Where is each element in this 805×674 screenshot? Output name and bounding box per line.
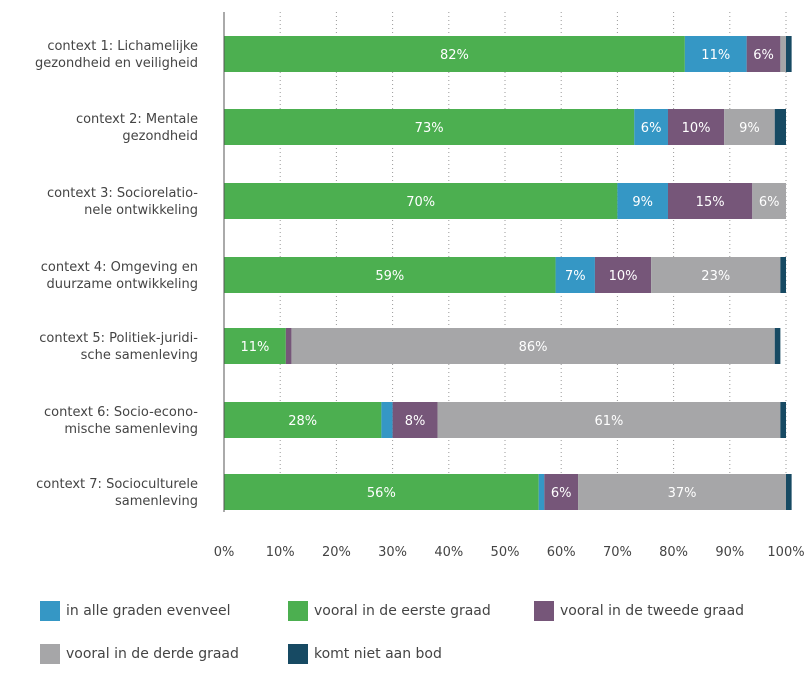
bar-segment bbox=[667, 109, 725, 145]
bar-segment bbox=[291, 328, 775, 364]
category-label-line: nele ontwikkeling bbox=[84, 203, 198, 218]
data-label: 56% bbox=[367, 486, 396, 501]
data-label: 6% bbox=[551, 486, 572, 501]
category-label-line: context 7: Socioculturele bbox=[36, 477, 198, 492]
x-tick-label: 10% bbox=[266, 545, 295, 560]
data-label: 6% bbox=[641, 121, 662, 136]
category-label-line: context 6: Socio-econo- bbox=[44, 405, 198, 420]
data-label: 86% bbox=[519, 340, 548, 355]
bar-segment bbox=[724, 109, 775, 145]
category-label: context 3: Sociorelatio-nele ontwikkelin… bbox=[47, 186, 198, 218]
data-label: 9% bbox=[632, 195, 653, 210]
category-label: context 4: Omgeving en duurzame ontwikkel… bbox=[41, 260, 198, 292]
data-label: 10% bbox=[682, 121, 711, 136]
bar-segment bbox=[786, 474, 792, 510]
bar-segment bbox=[667, 183, 753, 219]
bar-segment bbox=[774, 109, 786, 145]
data-label: 9% bbox=[739, 121, 760, 136]
bar-segment bbox=[786, 36, 792, 72]
data-label: 82% bbox=[440, 48, 469, 63]
data-label: 28% bbox=[288, 414, 317, 429]
data-label: 7% bbox=[565, 269, 586, 284]
bar-segment bbox=[538, 474, 545, 510]
x-tick-label: 30% bbox=[378, 545, 407, 560]
data-label: 59% bbox=[375, 269, 404, 284]
bar-segment bbox=[684, 36, 747, 72]
data-label: 15% bbox=[696, 195, 725, 210]
bar-segment bbox=[774, 328, 781, 364]
bars: 82% 11% 6% 73% 6% 10% 9% 70% 9% 15% 6% 59% 7% 10% 23% 1… bbox=[224, 36, 792, 510]
category-label-line: samenleving bbox=[115, 494, 198, 509]
data-label: 73% bbox=[415, 121, 444, 136]
bar-segment bbox=[752, 183, 786, 219]
bar-segment bbox=[780, 257, 786, 293]
data-label: 61% bbox=[595, 414, 624, 429]
category-label-line: context 2: Mentale bbox=[76, 112, 198, 127]
category-labels: context 1: Lichamelijke gezondheid en vei… bbox=[35, 39, 198, 509]
x-tick-label: 90% bbox=[715, 545, 744, 560]
bar-segment bbox=[634, 109, 668, 145]
data-label: 37% bbox=[668, 486, 697, 501]
data-label: 11% bbox=[240, 340, 269, 355]
x-tick-label: 60% bbox=[547, 545, 576, 560]
x-tick-label: 70% bbox=[603, 545, 632, 560]
bar-segment bbox=[746, 36, 781, 72]
bar-segment bbox=[437, 402, 781, 438]
x-tick-label: 100% bbox=[767, 545, 804, 560]
bar-segment bbox=[594, 257, 652, 293]
bar-segment bbox=[224, 183, 618, 219]
category-label-line: context 3: Sociorelatio- bbox=[47, 186, 198, 201]
category-label-line: context 1: Lichamelijke bbox=[47, 39, 198, 54]
x-tick-label: 20% bbox=[322, 545, 351, 560]
bar-segment bbox=[224, 109, 635, 145]
category-label-line: context 5: Politiek-juridi- bbox=[39, 331, 198, 346]
data-label: 6% bbox=[753, 48, 774, 63]
bar-segment bbox=[780, 36, 786, 72]
category-label-line: sche samenleving bbox=[81, 348, 198, 363]
bar-segment bbox=[544, 474, 579, 510]
bar-segment bbox=[224, 257, 556, 293]
category-label: context 7: Socioculturele samenleving bbox=[36, 477, 198, 509]
bar-segment bbox=[651, 257, 781, 293]
data-label: 11% bbox=[701, 48, 730, 63]
category-label: context 5: Politiek-juridi-sche samenlev… bbox=[39, 331, 198, 363]
data-label: 23% bbox=[701, 269, 730, 284]
category-label: context 2: Mentale gezondheid bbox=[76, 112, 198, 144]
bar-segment bbox=[381, 402, 393, 438]
x-tick-label: 0% bbox=[214, 545, 235, 560]
bar-segment bbox=[392, 402, 438, 438]
x-tick-label: 40% bbox=[434, 545, 463, 560]
category-label-line: duurzame ontwikkeling bbox=[47, 277, 199, 292]
category-label-line: gezondheid bbox=[122, 129, 198, 144]
data-label: 8% bbox=[405, 414, 426, 429]
bar-segment bbox=[224, 328, 286, 364]
category-label: context 1: Lichamelijke gezondheid en vei… bbox=[35, 39, 198, 71]
bar-segment bbox=[555, 257, 595, 293]
category-label: context 6: Socio-econo-mische samenlevin… bbox=[44, 405, 198, 437]
bar-segment bbox=[780, 402, 786, 438]
data-label: 70% bbox=[406, 195, 435, 210]
data-label: 10% bbox=[609, 269, 638, 284]
category-label-line: context 4: Omgeving en bbox=[41, 260, 198, 275]
category-label-line: gezondheid en veiligheid bbox=[35, 56, 198, 71]
bar-segment bbox=[224, 474, 539, 510]
x-tick-label: 80% bbox=[659, 545, 688, 560]
x-axis-ticks: 0% 10% 20% 30% 40% 50% 60% 70% 80% 90% 100% bbox=[214, 545, 805, 560]
bar-segment bbox=[224, 402, 382, 438]
x-tick-label: 50% bbox=[491, 545, 520, 560]
data-label: 6% bbox=[759, 195, 780, 210]
bar-segment bbox=[578, 474, 786, 510]
bar-segment bbox=[285, 328, 292, 364]
bar-segment bbox=[224, 36, 685, 72]
category-label-line: mische samenleving bbox=[64, 422, 198, 437]
bar-segment bbox=[617, 183, 668, 219]
